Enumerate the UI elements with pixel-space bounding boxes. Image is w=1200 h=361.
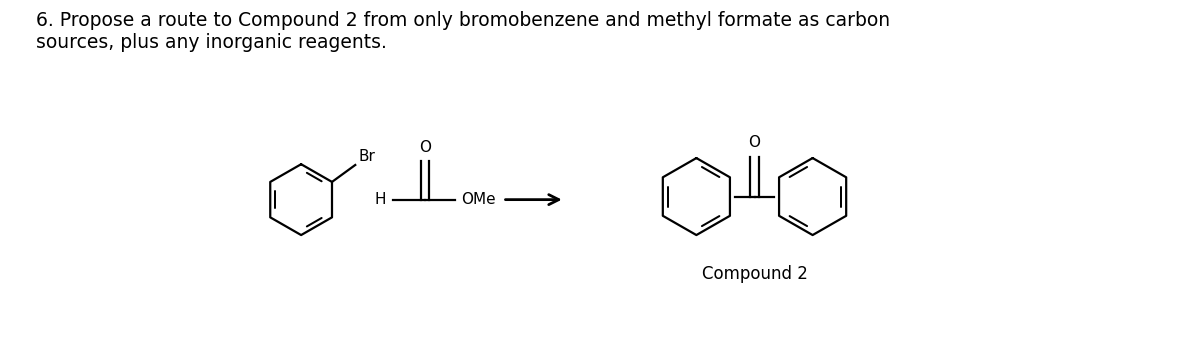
Text: O: O <box>419 140 431 155</box>
Text: O: O <box>749 135 761 150</box>
Text: Br: Br <box>359 149 376 164</box>
Text: OMe: OMe <box>461 192 496 207</box>
Text: H: H <box>374 192 385 207</box>
Text: 6. Propose a route to Compound 2 from only bromobenzene and methyl formate as ca: 6. Propose a route to Compound 2 from on… <box>36 11 890 52</box>
Text: Compound 2: Compound 2 <box>702 265 808 283</box>
